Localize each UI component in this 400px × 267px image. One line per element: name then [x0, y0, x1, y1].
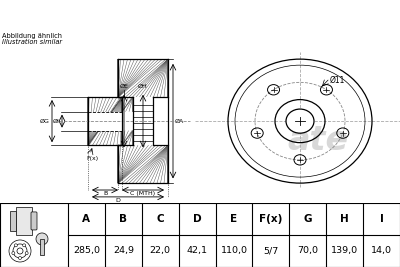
Text: G: G — [304, 214, 312, 224]
Text: 24,9: 24,9 — [113, 246, 134, 256]
Text: I: I — [380, 214, 384, 224]
Text: 139,0: 139,0 — [331, 246, 358, 256]
Circle shape — [17, 248, 23, 254]
Text: B: B — [103, 191, 107, 196]
Circle shape — [25, 252, 28, 255]
Text: C (MTH): C (MTH) — [130, 191, 156, 196]
Text: B: B — [119, 214, 127, 224]
Circle shape — [13, 244, 27, 258]
Text: Ø11: Ø11 — [330, 76, 345, 84]
Text: E: E — [230, 214, 238, 224]
Text: A: A — [82, 214, 90, 224]
Bar — [118, 112, 122, 131]
Text: F(x): F(x) — [86, 156, 98, 160]
Circle shape — [286, 109, 314, 133]
Bar — [16, 207, 32, 235]
Text: 70,0: 70,0 — [297, 246, 318, 256]
Bar — [133, 97, 153, 145]
Text: 285,0: 285,0 — [73, 246, 100, 256]
Text: 5/7: 5/7 — [263, 246, 278, 256]
Bar — [40, 239, 44, 255]
Text: C: C — [156, 214, 164, 224]
Text: D: D — [193, 214, 202, 224]
Text: ØE: ØE — [120, 83, 128, 88]
Text: Illustration similar: Illustration similar — [2, 39, 62, 45]
FancyBboxPatch shape — [31, 212, 37, 230]
Circle shape — [14, 244, 17, 247]
Circle shape — [23, 244, 26, 247]
Text: 110,0: 110,0 — [220, 246, 248, 256]
Text: H: H — [340, 214, 349, 224]
Circle shape — [9, 240, 31, 262]
Circle shape — [12, 252, 15, 255]
Text: ate: ate — [288, 124, 348, 156]
Text: 22,0: 22,0 — [150, 246, 171, 256]
Text: F(x): F(x) — [259, 214, 282, 224]
Text: ØI: ØI — [53, 119, 60, 124]
Bar — [10, 211, 16, 231]
Text: 14,0: 14,0 — [371, 246, 392, 256]
Text: ØA: ØA — [175, 119, 184, 124]
Text: Abbildung ähnlich: Abbildung ähnlich — [2, 33, 62, 39]
Text: D: D — [116, 198, 120, 203]
Text: 42,1: 42,1 — [187, 246, 208, 256]
Text: ØG: ØG — [40, 119, 50, 124]
Bar — [88, 112, 122, 131]
Circle shape — [18, 257, 22, 260]
Text: ØH: ØH — [138, 83, 148, 88]
Text: 24.0325-0141.1     525141: 24.0325-0141.1 525141 — [82, 8, 318, 23]
Circle shape — [36, 233, 48, 245]
